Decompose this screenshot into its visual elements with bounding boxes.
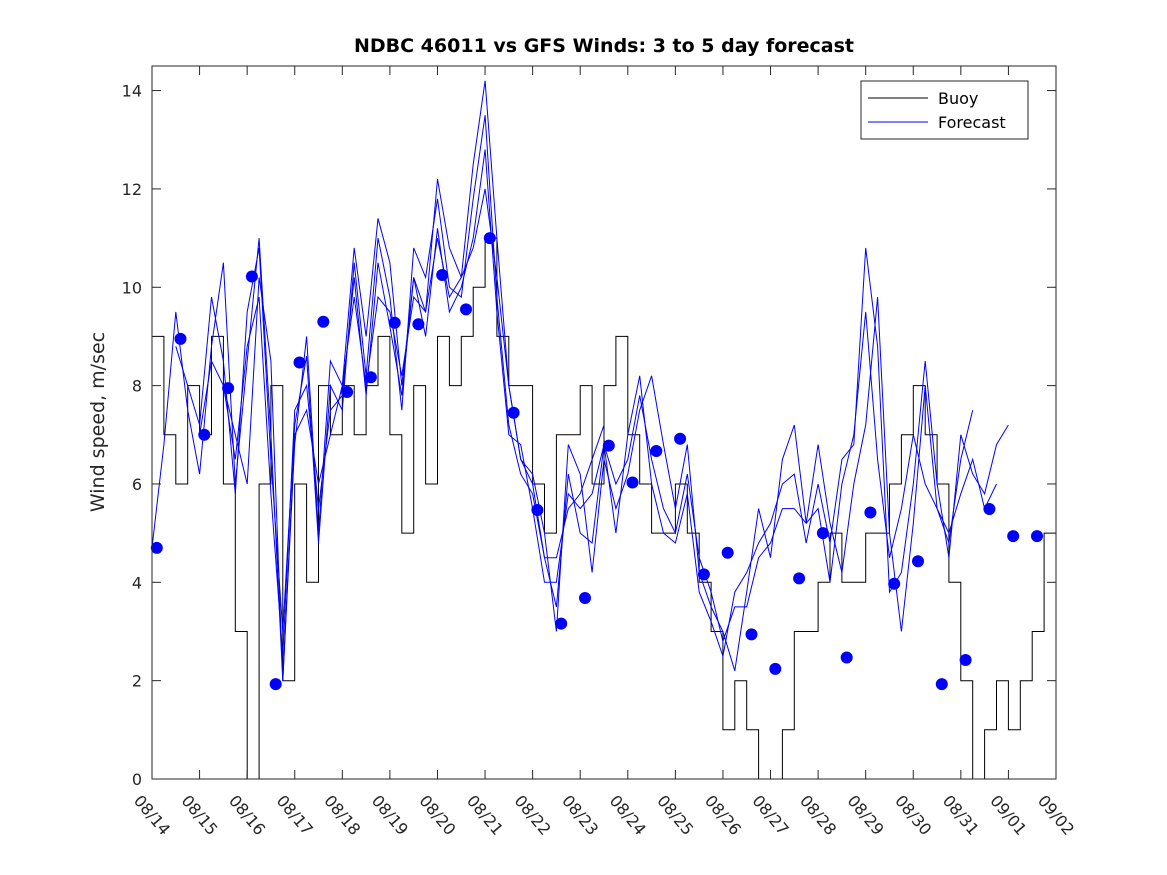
forecast-marker — [555, 617, 568, 630]
forecast-marker — [364, 371, 377, 384]
forecast-marker — [983, 503, 996, 515]
x-tick-label: 08/28 — [796, 791, 840, 839]
forecast-marker — [650, 445, 663, 457]
forecast-marker — [674, 432, 687, 445]
forecast-marker — [341, 386, 354, 398]
x-tick-label: 08/19 — [368, 791, 412, 839]
chart-title: NDBC 46011 vs GFS Winds: 3 to 5 day fore… — [354, 35, 854, 57]
forecast-series-line-3 — [199, 149, 997, 657]
forecast-marker — [531, 504, 544, 516]
forecast-marker — [436, 269, 449, 281]
x-tick-label: 08/21 — [463, 791, 507, 839]
forecast-marker — [269, 678, 282, 691]
x-tick-label: 08/23 — [558, 791, 602, 839]
marker-layer — [150, 232, 1043, 691]
y-tick-label: 12 — [122, 180, 142, 199]
forecast-marker — [412, 318, 425, 331]
axes-box — [151, 65, 1057, 780]
legend-buoy-label: Buoy — [938, 89, 978, 108]
legend-forecast-label: Forecast — [938, 113, 1006, 132]
forecast-marker — [626, 476, 639, 489]
series-layer — [151, 80, 1057, 780]
x-tick-label: 08/26 — [701, 791, 745, 839]
x-tick-label: 08/16 — [225, 791, 269, 839]
x-tick-label: 08/15 — [178, 791, 222, 839]
forecast-marker — [602, 439, 615, 452]
x-tick-label: 08/30 — [891, 791, 935, 839]
forecast-marker — [388, 316, 401, 329]
x-tick-label: 08/25 — [653, 791, 697, 839]
y-tick-label: 8 — [132, 377, 142, 396]
forecast-marker — [174, 332, 187, 345]
forecast-marker — [745, 628, 758, 641]
y-tick-label: 2 — [132, 672, 142, 691]
forecast-marker — [245, 270, 258, 283]
x-tick-label: 08/29 — [844, 791, 888, 839]
forecast-series-line-2 — [175, 115, 1009, 659]
forecast-marker — [769, 662, 782, 675]
x-tick-label: 08/27 — [748, 791, 792, 839]
y-tick-label: 10 — [122, 278, 142, 297]
forecast-marker — [697, 568, 710, 581]
legend: Buoy Forecast — [860, 80, 1029, 140]
forecast-marker — [816, 527, 829, 540]
forecast-marker — [935, 678, 948, 691]
forecast-marker — [460, 303, 472, 316]
x-tick-label: 08/24 — [606, 791, 650, 839]
y-tick-label: 6 — [132, 475, 142, 494]
buoy-series-line — [152, 237, 1057, 780]
x-tick-label: 08/14 — [130, 791, 174, 839]
x-tick-label: 09/02 — [1034, 791, 1078, 839]
forecast-marker — [579, 592, 591, 604]
x-tick-label: 08/18 — [320, 791, 364, 839]
forecast-marker — [222, 382, 235, 395]
y-tick-label: 14 — [122, 82, 142, 101]
x-tick-label: 08/31 — [939, 791, 983, 839]
forecast-marker — [840, 651, 853, 664]
forecast-marker — [912, 555, 924, 568]
legend-box — [860, 80, 1029, 140]
x-tick-label: 08/17 — [273, 791, 317, 839]
forecast-marker — [150, 541, 163, 554]
forecast-marker — [198, 428, 211, 441]
forecast-marker — [1007, 530, 1020, 543]
forecast-marker — [483, 232, 496, 245]
x-tick-label: 08/20 — [415, 791, 459, 839]
forecast-marker — [864, 506, 877, 519]
forecast-marker — [793, 572, 806, 585]
y-tick-label: 4 — [132, 573, 142, 592]
forecast-marker — [507, 406, 520, 419]
forecast-marker — [293, 356, 306, 369]
forecast-marker — [1031, 530, 1043, 543]
y-axis-label: Wind speed, m/sec — [87, 332, 109, 512]
forecast-marker — [888, 577, 901, 590]
x-tick-label: 08/22 — [511, 791, 555, 839]
forecast-marker — [959, 654, 972, 666]
x-tick-label: 09/01 — [986, 791, 1030, 839]
forecast-series-line-4 — [222, 188, 605, 681]
forecast-marker — [721, 546, 734, 559]
forecast-marker — [317, 315, 330, 328]
y-tick-label: 0 — [132, 770, 142, 789]
